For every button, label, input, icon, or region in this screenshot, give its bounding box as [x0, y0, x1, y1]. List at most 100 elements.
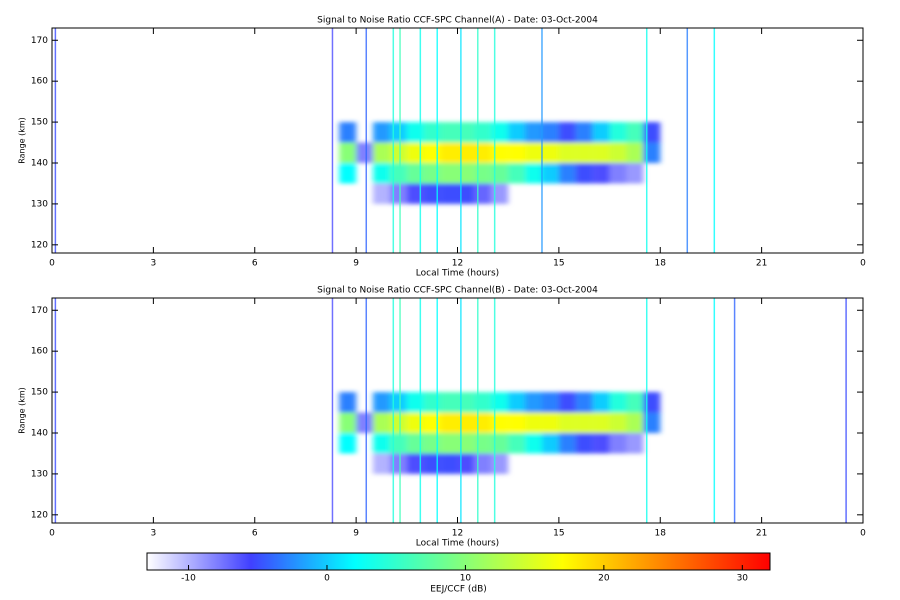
heat-cell	[558, 142, 576, 163]
heat-cell	[457, 183, 475, 204]
x-tick-label: 6	[252, 529, 258, 539]
x-axis-label: Local Time (hours)	[416, 269, 499, 279]
heat-cell	[474, 392, 492, 413]
heat-cell	[558, 433, 576, 454]
heat-cell	[525, 412, 542, 433]
heat-cell	[541, 433, 559, 454]
x-tick-label: 12	[452, 529, 463, 539]
heat-cell	[440, 163, 458, 184]
colorbar-tick-label: 10	[460, 574, 472, 584]
heat-cell	[491, 453, 509, 474]
heat-cell	[592, 433, 610, 454]
heat-cell	[626, 433, 644, 454]
heat-cell	[406, 183, 424, 204]
heat-cell	[406, 392, 424, 413]
heat-cell	[643, 412, 661, 433]
heat-cell	[609, 433, 627, 454]
x-tick-label: 15	[553, 529, 564, 539]
heat-cell	[491, 142, 509, 163]
y-tick-label: 130	[31, 199, 48, 209]
heat-cell	[575, 122, 593, 143]
heat-cell	[525, 122, 542, 143]
heatmap	[54, 298, 847, 523]
heat-cell	[423, 142, 441, 163]
y-tick-label: 170	[31, 36, 48, 46]
y-tick-label: 120	[31, 510, 48, 520]
heat-cell	[508, 392, 526, 413]
heat-cell	[491, 433, 509, 454]
heat-cell	[373, 183, 390, 204]
y-tick-label: 170	[31, 306, 48, 316]
x-tick-label: 18	[655, 529, 667, 539]
heat-cell	[474, 412, 492, 433]
heat-cell	[457, 433, 475, 454]
heat-cell	[406, 412, 424, 433]
heat-cell	[575, 392, 593, 413]
heat-cell	[491, 183, 509, 204]
heat-cell	[508, 163, 526, 184]
chart-title: Signal to Noise Ratio CCF-SPC Channel(A)…	[317, 16, 598, 26]
x-tick-label: 21	[756, 529, 767, 539]
heat-cell	[457, 142, 475, 163]
heat-cell	[558, 163, 576, 184]
heat-cell	[356, 412, 374, 433]
heat-cell	[508, 122, 526, 143]
colorbar-tick-label: 30	[737, 574, 749, 584]
heat-cell	[491, 122, 509, 143]
heat-cell	[508, 433, 526, 454]
cells	[339, 122, 661, 204]
y-tick-label: 150	[31, 388, 48, 398]
heat-cell	[643, 392, 661, 413]
heat-cell	[440, 412, 458, 433]
y-tick-label: 160	[31, 347, 48, 357]
heat-cell	[389, 453, 407, 474]
heat-cell	[389, 433, 407, 454]
heat-cell	[339, 433, 357, 454]
heat-cell	[339, 122, 357, 143]
heat-cell	[525, 392, 542, 413]
heat-cell	[491, 392, 509, 413]
y-tick-label: 160	[31, 77, 48, 87]
heat-cell	[406, 142, 424, 163]
heat-cell	[339, 412, 357, 433]
heat-cell	[423, 392, 441, 413]
heat-cell	[406, 433, 424, 454]
heat-cell	[508, 142, 526, 163]
heat-cell	[373, 392, 390, 413]
heat-cell	[423, 122, 441, 143]
cells	[339, 392, 661, 474]
heat-cell	[474, 433, 492, 454]
heat-cell	[457, 392, 475, 413]
heat-cell	[575, 412, 593, 433]
heat-cell	[389, 163, 407, 184]
heat-cell	[558, 392, 576, 413]
heat-cell	[474, 163, 492, 184]
heat-cell	[592, 392, 610, 413]
heat-cell	[525, 142, 542, 163]
x-tick-label: 0	[860, 529, 866, 539]
heat-cell	[373, 163, 390, 184]
y-tick-label: 140	[31, 159, 48, 169]
heat-cell	[609, 412, 627, 433]
heat-cell	[558, 122, 576, 143]
colorbar-tick-label: 0	[324, 574, 330, 584]
heat-cell	[474, 453, 492, 474]
y-tick-label: 120	[31, 240, 48, 250]
heat-cell	[406, 453, 424, 474]
heat-cell	[457, 122, 475, 143]
y-tick-label: 140	[31, 429, 48, 439]
heat-cell	[626, 142, 644, 163]
heat-cell	[440, 433, 458, 454]
heat-cell	[423, 453, 441, 474]
x-tick-label: 3	[151, 529, 157, 539]
x-tick-label: 18	[655, 259, 667, 269]
heat-cell	[474, 142, 492, 163]
x-tick-label: 9	[353, 259, 359, 269]
heat-cell	[592, 122, 610, 143]
heat-cell	[558, 412, 576, 433]
heat-cell	[423, 163, 441, 184]
heat-cell	[626, 392, 644, 413]
heat-cell	[575, 163, 593, 184]
x-tick-label: 9	[353, 529, 359, 539]
